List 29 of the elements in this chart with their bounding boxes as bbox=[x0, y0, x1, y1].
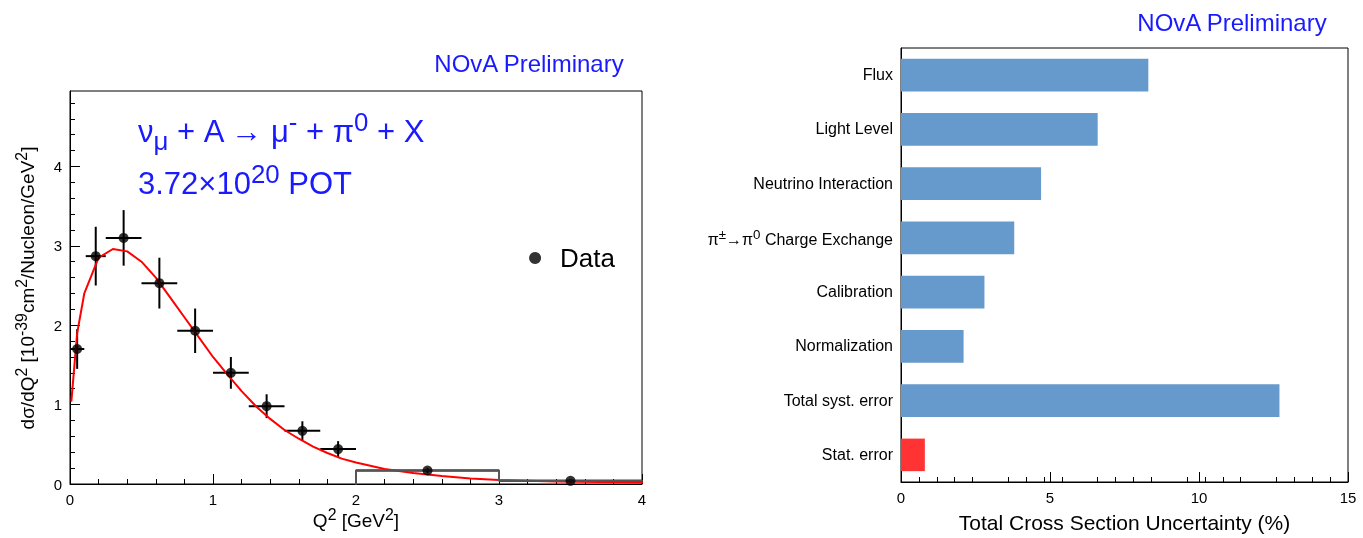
x-tick-label: 4 bbox=[637, 491, 647, 508]
y-tick-label: Stat. error bbox=[821, 445, 893, 464]
y-tick-label: Flux bbox=[862, 66, 893, 85]
y-tick-label: Normalization bbox=[795, 337, 893, 356]
chart-title: NOvA Preliminary bbox=[434, 49, 624, 77]
y-tick-label: π$^{±}$→π$^{0}$ Charge Exchange bbox=[707, 226, 893, 250]
y-tick-label: Total syst. error bbox=[783, 391, 893, 410]
y-tick-label: 1 bbox=[53, 396, 62, 414]
x-tick-label: 5 bbox=[1045, 489, 1055, 506]
x-tick-label: 10 bbox=[1190, 489, 1208, 506]
y-tick-label: Light Level bbox=[815, 120, 893, 139]
x-tick-label: 1 bbox=[208, 491, 218, 508]
chart-title: NOvA Preliminary bbox=[1137, 8, 1327, 36]
y-tick-label: 2 bbox=[53, 316, 62, 334]
x-tick-label: 2 bbox=[351, 491, 361, 508]
y-tick-label: 3 bbox=[53, 237, 62, 255]
x-tick-label: 0 bbox=[896, 489, 906, 506]
y-tick-label: 0 bbox=[53, 475, 62, 493]
legend-label: Data bbox=[560, 243, 616, 273]
y-tick-label: 4 bbox=[53, 157, 62, 175]
y-tick-label: Calibration bbox=[816, 283, 893, 302]
annotation: ν$_{μ}$ + A → μ$^{-}$ + π$^{0}$ + X bbox=[138, 108, 425, 156]
x-tick-label: 15 bbox=[1339, 489, 1357, 506]
x-axis-title: Total Cross Section Uncertainty (%) bbox=[958, 511, 1291, 534]
x-tick-label: 0 bbox=[65, 491, 75, 508]
annotation: 3.72×10$^{20}$ POT bbox=[138, 160, 352, 203]
y-tick-label: Neutrino Interaction bbox=[753, 174, 893, 193]
x-axis-title: Q$^{2}$ [GeV$^{2}$] bbox=[312, 506, 400, 532]
x-tick-label: 3 bbox=[494, 491, 504, 508]
